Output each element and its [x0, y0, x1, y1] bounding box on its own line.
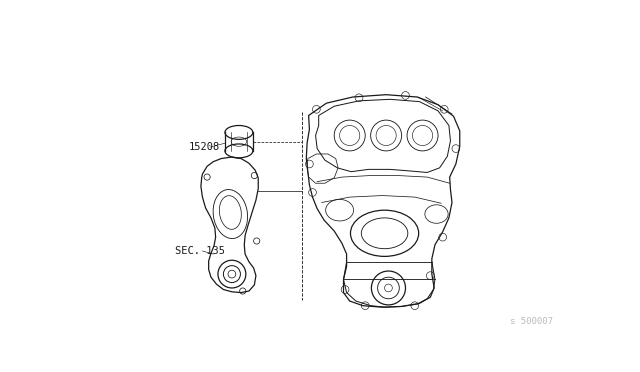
Text: SEC. 135: SEC. 135 — [175, 246, 225, 256]
Text: s 500007: s 500007 — [510, 317, 553, 326]
Text: 15208: 15208 — [189, 142, 220, 152]
